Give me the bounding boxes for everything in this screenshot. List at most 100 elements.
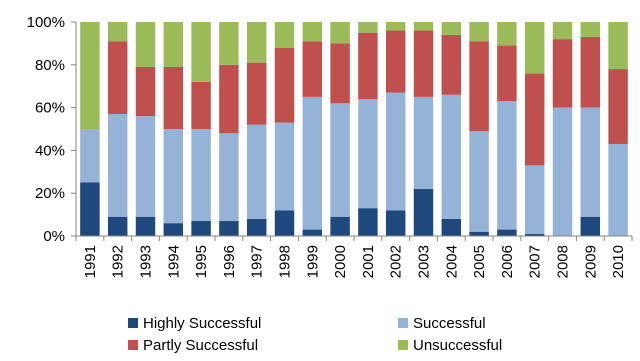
- bar-unsuccessful-2008: [552, 22, 573, 40]
- chart-legend: Highly Successful Successful Partly Succ…: [128, 312, 548, 358]
- y-tick-label: 100%: [27, 14, 65, 31]
- x-tick-label: 2000: [332, 245, 349, 278]
- bar-unsuccessful-1991: [80, 22, 100, 129]
- bar-highly-successful-2009: [580, 216, 601, 236]
- bar-unsuccessful-2007: [524, 22, 545, 74]
- bar-partly-successful-2007: [524, 73, 545, 166]
- bar-highly-successful-2007: [524, 233, 545, 236]
- bar-highly-successful-2005: [469, 231, 489, 236]
- legend-label-unsuccessful: Unsuccessful: [413, 336, 503, 354]
- bar-unsuccessful-1998: [274, 22, 295, 48]
- y-axis-ticks: [71, 21, 76, 237]
- legend-swatch-partly-successful: [128, 340, 138, 350]
- bar-partly-successful-1996: [219, 64, 239, 134]
- legend-swatch-unsuccessful: [398, 340, 408, 350]
- legend-item-highly-successful: Highly Successful: [128, 312, 398, 334]
- bar-successful-2003: [413, 96, 434, 189]
- bar-successful-1991: [80, 129, 100, 183]
- bar-successful-1999: [302, 96, 323, 230]
- stacked-bar-chart: 0%20%40%60%80%100% 1991 1992 1993 1994 1995 1…: [27, 14, 633, 278]
- bar-unsuccessful-2009: [580, 22, 601, 37]
- bar-highly-successful-1992: [107, 216, 128, 236]
- bar-highly-successful-1991: [80, 182, 100, 236]
- x-tick-label: 1992: [110, 245, 127, 278]
- x-tick-label: 1993: [138, 245, 155, 278]
- x-axis-ticks: [75, 236, 633, 241]
- bar-successful-1992: [107, 114, 128, 217]
- bar-partly-successful-1992: [107, 41, 128, 115]
- bars-group: [80, 22, 628, 236]
- bar-highly-successful-1996: [219, 221, 239, 236]
- legend-item-successful: Successful: [398, 312, 548, 334]
- bar-partly-successful-2001: [358, 32, 378, 100]
- bar-unsuccessful-2010: [608, 22, 628, 70]
- bar-partly-successful-1994: [163, 66, 184, 129]
- x-axis-tick-labels: 1991 1992 1993 1994 1995 1996 1997 1998 1999 2000…: [82, 245, 627, 278]
- bar-partly-successful-2003: [413, 30, 434, 97]
- x-tick-label: 2006: [499, 245, 516, 278]
- x-tick-label: 2007: [527, 245, 544, 278]
- bar-successful-1997: [246, 124, 267, 219]
- bar-successful-2006: [497, 101, 517, 230]
- bar-partly-successful-2008: [552, 39, 573, 108]
- legend-item-unsuccessful: Unsuccessful: [398, 334, 548, 356]
- bar-highly-successful-2003: [413, 188, 434, 236]
- bar-highly-successful-2002: [385, 210, 406, 236]
- legend-swatch-successful: [398, 318, 408, 328]
- bar-partly-successful-1999: [302, 41, 323, 97]
- bar-partly-successful-1995: [191, 81, 211, 129]
- bar-unsuccessful-2001: [358, 22, 378, 33]
- bar-successful-2004: [441, 94, 462, 219]
- bar-unsuccessful-1994: [163, 22, 184, 67]
- x-tick-label: 1991: [82, 245, 99, 278]
- bar-unsuccessful-2002: [385, 22, 406, 31]
- bar-successful-1998: [274, 122, 295, 211]
- bar-unsuccessful-1993: [135, 22, 156, 67]
- bar-partly-successful-2005: [469, 41, 489, 132]
- bar-successful-2000: [330, 103, 350, 217]
- bar-unsuccessful-1999: [302, 22, 323, 42]
- bar-unsuccessful-2006: [497, 22, 517, 46]
- x-tick-label: 2009: [582, 245, 599, 278]
- bar-unsuccessful-2000: [330, 22, 350, 44]
- bar-successful-1993: [135, 116, 156, 217]
- y-tick-label: 40%: [35, 142, 65, 159]
- bar-unsuccessful-2004: [441, 22, 462, 35]
- bar-unsuccessful-1997: [246, 22, 267, 63]
- y-tick-label: 0%: [43, 228, 65, 245]
- bar-highly-successful-1993: [135, 216, 156, 236]
- bar-successful-2009: [580, 107, 601, 217]
- bar-successful-1996: [219, 133, 239, 222]
- bar-highly-successful-1997: [246, 218, 267, 236]
- bar-highly-successful-2000: [330, 216, 350, 236]
- x-tick-label: 1997: [249, 245, 266, 278]
- legend-label-partly-successful: Partly Successful: [143, 336, 259, 354]
- bar-partly-successful-2004: [441, 34, 462, 95]
- legend-label-successful: Successful: [413, 314, 486, 332]
- bar-unsuccessful-1996: [219, 22, 239, 65]
- x-tick-label: 2005: [471, 245, 488, 278]
- x-tick-label: 1995: [193, 245, 210, 278]
- x-tick-label: 2010: [610, 245, 627, 278]
- x-tick-label: 2003: [416, 245, 433, 278]
- bar-unsuccessful-2005: [469, 22, 489, 42]
- bar-unsuccessful-1992: [107, 22, 128, 42]
- y-tick-label: 60%: [35, 100, 65, 117]
- bar-successful-2002: [385, 92, 406, 211]
- bar-partly-successful-1993: [135, 66, 156, 117]
- bar-partly-successful-1997: [246, 62, 267, 125]
- x-tick-label: 2002: [388, 245, 405, 278]
- bar-successful-1994: [163, 129, 184, 224]
- bar-successful-2007: [524, 165, 545, 234]
- bar-partly-successful-2010: [608, 69, 628, 144]
- bar-successful-2010: [608, 143, 628, 236]
- x-tick-label: 2001: [360, 245, 377, 278]
- x-tick-label: 1998: [277, 245, 294, 278]
- y-tick-label: 80%: [35, 57, 65, 74]
- y-axis-tick-labels: 0% 20% 40% 60% 80% 100%: [27, 14, 65, 245]
- bar-successful-1995: [191, 129, 211, 222]
- bar-highly-successful-1998: [274, 210, 295, 236]
- bar-highly-successful-1994: [163, 223, 184, 236]
- bar-partly-successful-2009: [580, 36, 601, 108]
- bar-successful-2005: [469, 131, 489, 232]
